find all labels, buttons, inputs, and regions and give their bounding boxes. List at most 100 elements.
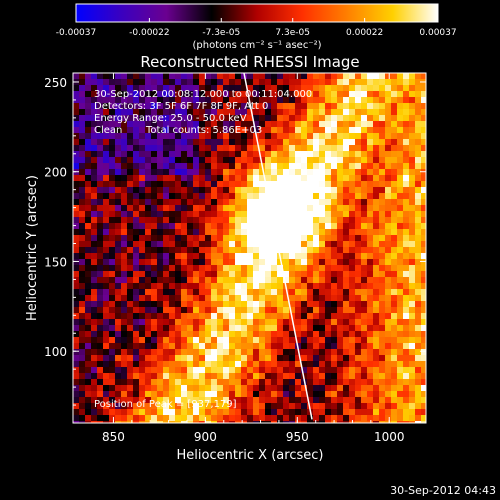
heatmap-cell [151,385,158,392]
heatmap-cell [235,127,242,134]
heatmap-cell [97,151,104,158]
heatmap-cell [175,103,182,110]
heatmap-cell [385,199,392,206]
heatmap-cell [379,319,386,326]
heatmap-cell [241,127,248,134]
heatmap-cell [289,307,296,314]
heatmap-cell [325,397,332,404]
heatmap-cell [337,139,344,146]
heatmap-cell [133,73,140,80]
heatmap-cell [115,229,122,236]
heatmap-cell [295,103,302,110]
heatmap-cell [397,91,404,98]
heatmap-cell [103,415,110,422]
heatmap-cell [361,313,368,320]
heatmap-cell [259,85,266,92]
heatmap-cell [241,199,248,206]
heatmap-cell [97,139,104,146]
heatmap-cell [79,109,86,116]
heatmap-cell [229,181,236,188]
heatmap-cell [253,85,260,92]
heatmap-cell [139,151,146,158]
heatmap-cell [373,265,380,272]
heatmap-cell [373,103,380,110]
heatmap-cell [199,181,206,188]
heatmap-cell [139,85,146,92]
heatmap-cell [247,367,254,374]
heatmap-cell [85,223,92,230]
heatmap-cell [241,229,248,236]
heatmap-cell [187,259,194,266]
heatmap-cell [229,403,236,410]
heatmap-cell [169,349,176,356]
heatmap-cell [181,205,188,212]
heatmap-cell [187,385,194,392]
heatmap-cell [289,145,296,152]
heatmap-cell [223,205,230,212]
heatmap-cell [217,343,224,350]
heatmap-cell [73,361,80,368]
heatmap-cell [163,337,170,344]
heatmap-cell [403,403,410,410]
heatmap-cell [253,181,260,188]
heatmap-cell [289,361,296,368]
heatmap-cell [133,133,140,140]
heatmap-cell [265,115,272,122]
heatmap-cell [277,289,284,296]
heatmap-cell [307,253,314,260]
heatmap-cell [115,181,122,188]
heatmap-cell [265,277,272,284]
heatmap-cell [187,73,194,80]
heatmap-cell [247,415,254,422]
heatmap-cell [163,331,170,338]
heatmap-cell [301,385,308,392]
heatmap-cell [349,211,356,218]
heatmap-cell [247,319,254,326]
heatmap-cell [355,193,362,200]
heatmap-cell [271,325,278,332]
heatmap-cell [103,79,110,86]
heatmap-cell [319,415,326,422]
heatmap-cell [163,199,170,206]
heatmap-cell [397,211,404,218]
heatmap-cell [289,253,296,260]
heatmap-cell [397,373,404,380]
heatmap-cell [103,229,110,236]
heatmap-cell [319,361,326,368]
heatmap-cell [73,307,80,314]
heatmap-cell [91,103,98,110]
heatmap-cell [397,85,404,92]
heatmap-cell [343,265,350,272]
heatmap-cell [205,313,212,320]
heatmap-cell [277,295,284,302]
heatmap-cell [223,343,230,350]
heatmap-cell [85,397,92,404]
heatmap-cell [157,391,164,398]
heatmap-cell [397,133,404,140]
heatmap-cell [331,337,338,344]
heatmap-cell [103,145,110,152]
heatmap-cell [403,175,410,182]
heatmap-cell [265,295,272,302]
heatmap-cell [175,367,182,374]
heatmap-cell [343,319,350,326]
heatmap-cell [307,139,314,146]
heatmap-cell [79,277,86,284]
heatmap-cell [259,151,266,158]
heatmap-cell [247,109,254,116]
heatmap-cell [205,373,212,380]
heatmap-cell [391,169,398,176]
heatmap-cell [109,223,116,230]
heatmap-cell [157,403,164,410]
heatmap-cell [367,175,374,182]
heatmap-cell [415,235,422,242]
heatmap-cell [199,409,206,416]
heatmap-cell [73,247,80,254]
heatmap-cell [343,367,350,374]
heatmap-cell [229,85,236,92]
heatmap-cell [403,271,410,278]
heatmap-cell [277,391,284,398]
heatmap-cell [307,379,314,386]
heatmap-cell [319,301,326,308]
